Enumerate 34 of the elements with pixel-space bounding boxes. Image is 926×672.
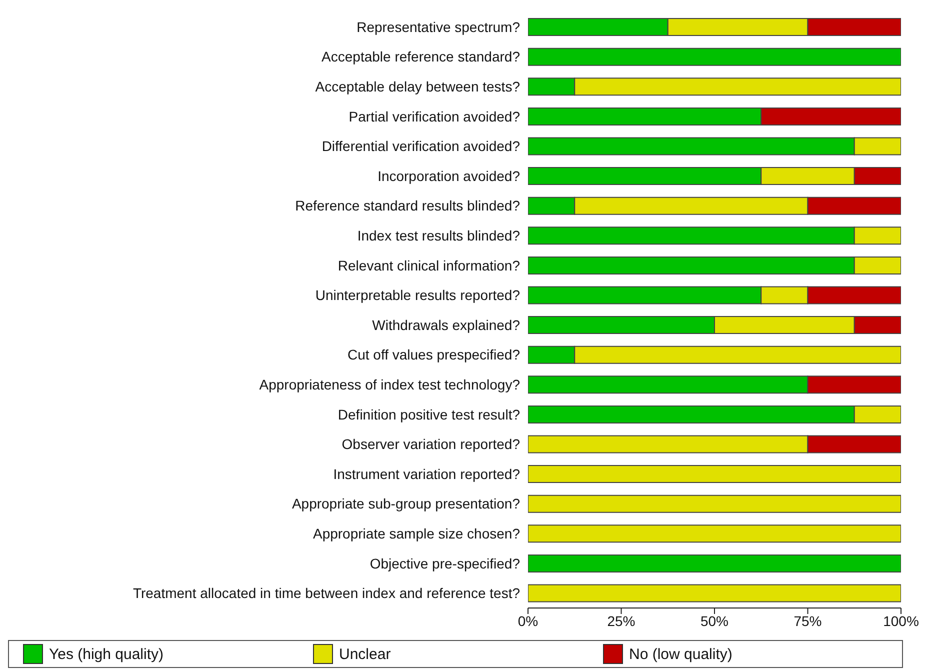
bar	[528, 524, 901, 543]
y-tick-label: Uninterpretable results reported?	[315, 287, 520, 304]
x-tick-label: 75%	[794, 612, 822, 629]
y-tick-label: Definition positive test result?	[338, 406, 520, 422]
y-tick-label: Cut off values prespecified?	[347, 346, 520, 363]
y-tick-label: Appropriate sample size chosen?	[312, 525, 520, 542]
y-tick-label: Objective pre-specified?	[370, 555, 520, 572]
legend-label: Yes (high quality)	[49, 646, 164, 662]
y-tick-label: Partial verification avoided?	[348, 108, 520, 124]
y-tick-label: Appropriate sub-group presentation?	[292, 496, 520, 512]
legend-label: No (low quality)	[629, 646, 732, 662]
y-tick-label: Index test results blinded?	[357, 227, 520, 244]
bar	[528, 465, 901, 484]
bar	[528, 584, 901, 602]
x-tick-label: 100%	[883, 612, 919, 629]
y-tick-label: Appropriateness of index test technology?	[259, 376, 520, 392]
bar	[528, 554, 901, 572]
x-tick-label: 50%	[700, 612, 729, 629]
y-tick-label: Representative spectrum?	[356, 18, 520, 35]
x-tick-label: 0%	[518, 612, 538, 629]
y-tick-label: Incorporation avoided?	[378, 168, 520, 184]
y-tick-label: Treatment allocated in time between index and reference test?	[132, 585, 520, 602]
y-tick-label: Acceptable delay between tests?	[315, 78, 520, 94]
legend-label: Unclear	[339, 646, 391, 662]
x-tick-label: 25%	[607, 612, 636, 629]
y-tick-label: Withdrawals explained?	[372, 316, 520, 333]
bar	[528, 494, 901, 513]
y-tick-label: Acceptable reference standard?	[322, 48, 520, 65]
y-tick-label: Reference standard results blinded?	[295, 198, 520, 214]
bar	[528, 48, 901, 66]
y-tick-label: Differential verification avoided?	[322, 138, 520, 154]
y-tick-label: Instrument variation reported?	[333, 466, 520, 482]
y-tick-label: Relevant clinical information?	[338, 257, 520, 274]
y-tick-label: Observer variation reported?	[342, 436, 520, 452]
